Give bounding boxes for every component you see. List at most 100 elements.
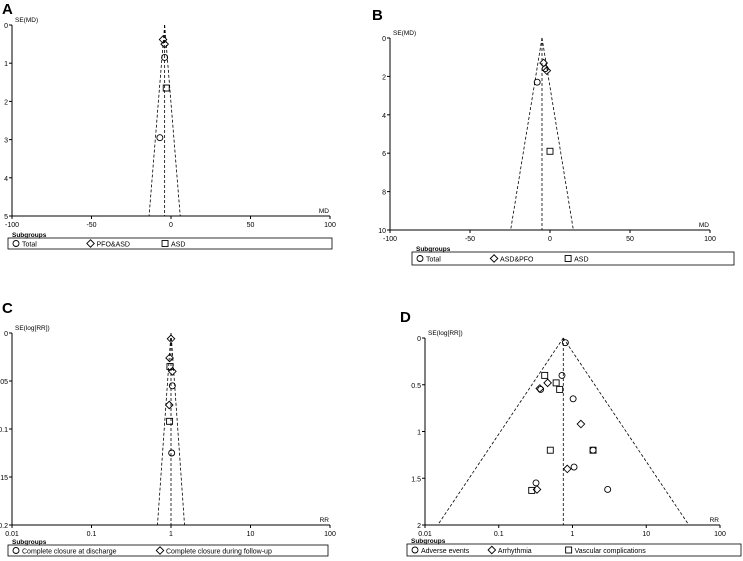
y-tick-label: 5: [4, 214, 8, 221]
x-axis-label: RR: [320, 517, 330, 524]
study-point-diamond: [160, 39, 170, 49]
x-tick-label: -50: [465, 236, 475, 243]
x-tick-label: 0.1: [87, 531, 97, 538]
x-tick-label: 0.01: [5, 531, 19, 538]
legend-box: [7, 544, 329, 557]
y-tick-label: 0: [4, 23, 8, 30]
study-point-circle: [561, 339, 569, 347]
y-tick-label: 0.15: [0, 475, 8, 482]
legend-label: ASD&PFO: [500, 257, 534, 264]
x-tick-label: 50: [247, 222, 255, 229]
legend-title: Subgroups: [12, 539, 47, 546]
legend-label: Adverse events: [421, 548, 470, 555]
x-tick-label: 50: [626, 236, 634, 243]
y-tick-label: 0.2: [0, 523, 8, 530]
study-point-diamond: [165, 353, 174, 363]
x-tick-label: 0: [169, 222, 173, 229]
y-tick-label: 4: [382, 113, 386, 120]
x-tick-label: -100: [5, 222, 19, 229]
panel-letter-a: A: [2, 1, 13, 18]
funnel-right-limit: [562, 337, 690, 526]
legend-label: Complete closure at discharge: [22, 549, 117, 556]
study-point-square: [166, 363, 174, 371]
study-point-circle: [532, 479, 540, 487]
study-point-square: [556, 385, 564, 393]
x-tick-label: 0: [548, 236, 552, 243]
legend-label: Vascular complications: [575, 548, 647, 555]
y-axis-label: SE(log[RR]): [15, 325, 50, 332]
funnel-right-limit: [541, 37, 574, 231]
panel-letter-b: B: [372, 7, 383, 24]
y-tick-label: 2: [382, 74, 386, 81]
funnel-left-limit: [510, 37, 543, 231]
legend-label: Total: [22, 242, 37, 249]
x-tick-label: 100: [324, 531, 336, 538]
y-tick-label: 8: [382, 190, 386, 197]
y-tick-label: 1.5: [411, 476, 421, 483]
x-tick-label: 1: [571, 531, 575, 538]
x-tick-label: 1: [169, 531, 173, 538]
x-tick-label: 0.1: [494, 531, 504, 538]
y-axis-label: SE(log[RR]): [428, 330, 463, 337]
y-tick-label: 0.5: [411, 383, 421, 390]
legend-title: Subgroups: [12, 232, 47, 239]
study-point-diamond: [576, 419, 586, 429]
legend-box: [411, 251, 735, 266]
x-tick-label: 100: [714, 531, 726, 538]
study-point-circle: [537, 385, 545, 393]
y-axis-label: SE(MD): [15, 17, 38, 24]
legend-marker-circle: [411, 546, 419, 554]
y-tick-label: 1: [417, 430, 421, 437]
study-point-diamond: [543, 378, 553, 388]
study-point-diamond: [562, 464, 572, 474]
funnel-plot-b: 0 2 4 6 8 10-100 -50 0 50 100 SE(MD) MD Subgroups Tot…: [378, 30, 735, 266]
funnel-left-limit: [157, 332, 172, 526]
x-axis-label: MD: [699, 222, 709, 229]
x-tick-label: 100: [324, 222, 336, 229]
legend-title: Subgroups: [416, 246, 451, 253]
legend-box: [406, 543, 742, 557]
legend-marker-circle: [12, 547, 20, 554]
legend-label: ASD: [171, 242, 185, 249]
legend-marker-square: [565, 546, 573, 554]
study-point-square: [166, 417, 174, 425]
study-point-circle: [161, 54, 169, 61]
study-point-square: [541, 371, 549, 379]
x-tick-label: 100: [704, 236, 716, 243]
legend-marker-circle: [12, 240, 20, 247]
y-tick-label: 2: [417, 523, 421, 530]
funnel-plot-d: 0 0.5 1 1.5 20.01 0.1 1 10 100 SE(log[RR]) RR Subgr…: [406, 330, 742, 557]
y-tick-label: 0: [382, 36, 386, 43]
study-point-circle: [168, 449, 176, 457]
study-point-square: [546, 147, 554, 155]
study-point-circle: [569, 395, 577, 403]
study-point-diamond: [158, 35, 168, 44]
funnel-left-limit: [437, 337, 564, 526]
y-tick-label: 4: [4, 176, 8, 183]
y-tick-label: 2: [4, 99, 8, 106]
y-tick-label: 1: [4, 61, 8, 68]
funnel-right-limit: [170, 332, 185, 526]
legend-label: ASD: [574, 257, 588, 264]
study-point-square: [552, 379, 560, 387]
study-point-circle: [168, 382, 176, 390]
x-tick-label: 10: [642, 531, 650, 538]
study-point-diamond: [166, 334, 176, 344]
legend-box: [7, 237, 333, 250]
funnel-plot-c: 0 0.05 0.1 0.15 0.20.01 0.1 1 10 100 SE(log[RR]) R…: [0, 325, 336, 557]
study-point-square: [589, 446, 597, 454]
panel-letter-d: D: [400, 309, 411, 326]
study-point-circle: [156, 134, 164, 142]
x-tick-label: -100: [383, 236, 397, 243]
legend-label: Total: [426, 257, 441, 264]
y-tick-label: 3: [4, 138, 8, 145]
legend-marker-circle: [416, 255, 424, 262]
study-point-circle: [558, 371, 566, 379]
study-point-circle: [604, 486, 612, 493]
study-point-circle: [570, 463, 578, 471]
legend-label: Arrhythmia: [498, 548, 532, 555]
legend-label: PFO&ASD: [97, 242, 130, 249]
legend-marker-diamond: [489, 254, 499, 263]
x-tick-label: -50: [86, 222, 96, 229]
